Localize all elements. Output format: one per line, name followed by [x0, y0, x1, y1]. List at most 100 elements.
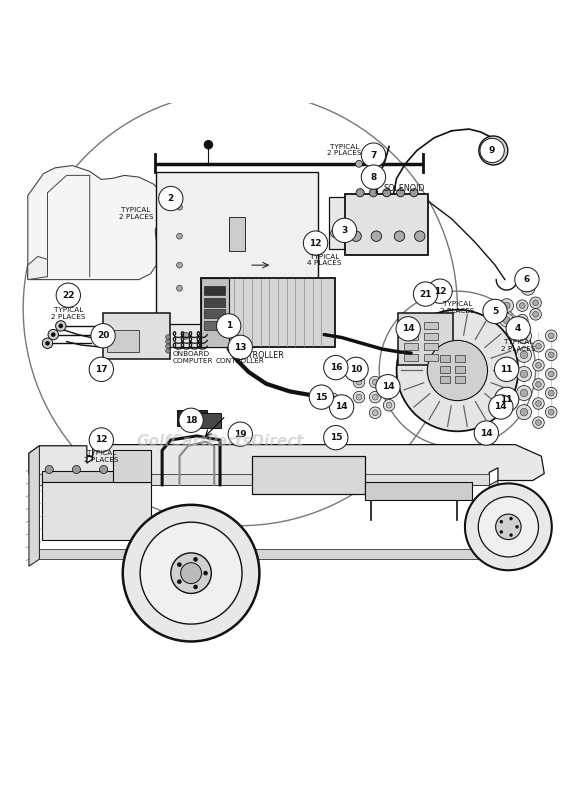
Circle shape [324, 425, 348, 450]
Polygon shape [29, 444, 544, 485]
Circle shape [396, 316, 420, 341]
Circle shape [339, 402, 350, 412]
FancyBboxPatch shape [345, 194, 428, 254]
Text: TYPICAL
2 PLACES: TYPICAL 2 PLACES [501, 339, 536, 352]
Circle shape [515, 268, 539, 292]
Polygon shape [489, 480, 498, 566]
Circle shape [483, 299, 507, 323]
Circle shape [516, 404, 532, 420]
FancyBboxPatch shape [204, 321, 225, 330]
Text: 18: 18 [185, 416, 197, 425]
FancyBboxPatch shape [365, 482, 472, 499]
Text: 17: 17 [95, 365, 108, 374]
FancyBboxPatch shape [103, 312, 170, 359]
Circle shape [536, 382, 541, 387]
FancyBboxPatch shape [107, 330, 139, 352]
Text: 6: 6 [524, 275, 530, 284]
Text: 12: 12 [434, 287, 446, 296]
FancyBboxPatch shape [329, 197, 347, 249]
Circle shape [177, 233, 182, 239]
Circle shape [516, 328, 532, 343]
Circle shape [494, 387, 519, 411]
Text: TYPICAL
2 PLACES: TYPICAL 2 PLACES [51, 307, 86, 319]
Text: 21: 21 [419, 290, 432, 298]
Circle shape [332, 218, 357, 243]
Circle shape [177, 562, 182, 567]
Circle shape [520, 351, 528, 359]
Text: CONTROLLER: CONTROLLER [216, 358, 265, 363]
Circle shape [162, 332, 168, 339]
Text: 16: 16 [329, 363, 342, 372]
Circle shape [521, 270, 535, 283]
Circle shape [369, 171, 378, 180]
Text: 15: 15 [315, 392, 328, 402]
FancyBboxPatch shape [156, 173, 318, 329]
Circle shape [525, 285, 532, 292]
Polygon shape [28, 166, 163, 279]
FancyBboxPatch shape [440, 366, 450, 373]
Circle shape [366, 168, 381, 183]
Text: 12: 12 [95, 436, 108, 444]
Circle shape [42, 338, 53, 349]
Text: 14: 14 [480, 429, 493, 437]
FancyBboxPatch shape [455, 366, 465, 373]
FancyBboxPatch shape [424, 343, 438, 350]
Circle shape [536, 400, 541, 407]
Circle shape [516, 367, 532, 382]
Circle shape [494, 357, 519, 382]
Circle shape [545, 349, 557, 360]
Circle shape [525, 273, 532, 280]
Text: TYPICAL
2 PLACES: TYPICAL 2 PLACES [327, 144, 362, 156]
Circle shape [533, 300, 538, 305]
Circle shape [56, 321, 66, 331]
Circle shape [166, 339, 170, 344]
Text: 14: 14 [382, 382, 394, 391]
Circle shape [361, 143, 386, 167]
Circle shape [353, 376, 365, 388]
Circle shape [303, 231, 328, 255]
Text: SOLENOID: SOLENOID [383, 184, 425, 193]
FancyBboxPatch shape [455, 356, 465, 363]
Text: 14: 14 [402, 324, 415, 334]
FancyBboxPatch shape [404, 354, 418, 360]
Circle shape [243, 332, 250, 339]
FancyBboxPatch shape [440, 376, 450, 383]
Circle shape [545, 407, 557, 418]
Circle shape [353, 392, 365, 403]
Circle shape [89, 428, 113, 452]
Circle shape [372, 410, 378, 416]
Text: 19: 19 [234, 429, 247, 439]
Circle shape [536, 343, 541, 349]
Circle shape [123, 505, 259, 641]
FancyBboxPatch shape [404, 333, 418, 340]
Circle shape [478, 497, 538, 557]
Circle shape [533, 341, 544, 352]
Text: 1: 1 [226, 321, 232, 330]
Circle shape [89, 357, 113, 382]
Text: TYPICAL
2 PLACES: TYPICAL 2 PLACES [440, 301, 475, 314]
Circle shape [510, 517, 513, 520]
Circle shape [342, 404, 347, 410]
Circle shape [520, 332, 528, 340]
Circle shape [383, 384, 395, 396]
Text: 7: 7 [370, 151, 377, 159]
Circle shape [548, 352, 554, 358]
Circle shape [177, 204, 182, 210]
Circle shape [397, 310, 518, 431]
Circle shape [520, 371, 528, 378]
Circle shape [356, 188, 364, 197]
Circle shape [516, 300, 528, 312]
Circle shape [545, 330, 557, 341]
Circle shape [516, 385, 532, 400]
Circle shape [533, 417, 544, 429]
Circle shape [479, 136, 508, 165]
Circle shape [356, 394, 362, 400]
Text: 2: 2 [168, 194, 174, 203]
Circle shape [204, 141, 212, 148]
Circle shape [533, 312, 538, 317]
Circle shape [177, 579, 182, 584]
Circle shape [222, 332, 229, 339]
Circle shape [533, 360, 544, 371]
Circle shape [519, 317, 525, 323]
Circle shape [177, 286, 182, 291]
